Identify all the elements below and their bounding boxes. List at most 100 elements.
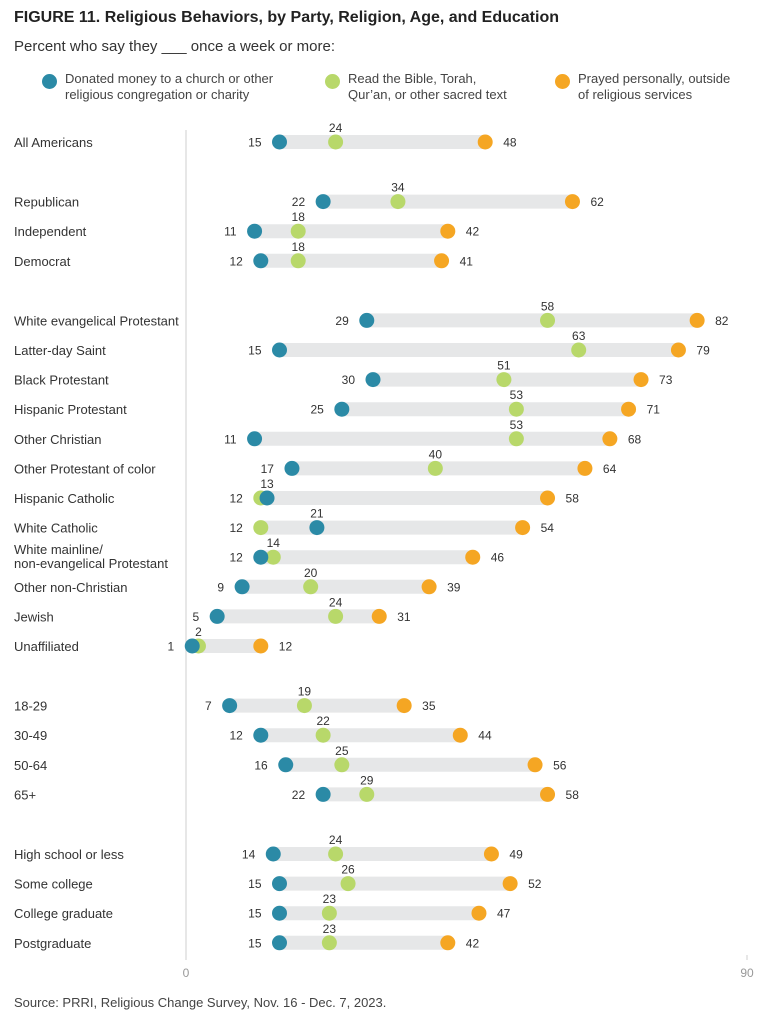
value-label-max: 48 — [503, 136, 517, 150]
point-donated — [272, 905, 287, 921]
value-label-max: 46 — [491, 551, 505, 565]
value-label-max: 44 — [478, 729, 492, 743]
value-label-mid: 22 — [316, 714, 330, 728]
category-label: Democrat — [14, 254, 71, 269]
legend-label-read: Read the Bible, Torah, Qur’an, or other … — [348, 71, 507, 103]
value-label-mid: 18 — [292, 240, 306, 254]
legend-label-donated: Donated money to a church or other relig… — [65, 71, 273, 103]
value-label-min: 22 — [292, 195, 306, 209]
value-label-max: 41 — [460, 254, 474, 268]
value-label-min: 12 — [229, 254, 243, 268]
category-label: 30-49 — [14, 728, 47, 743]
point-prayed — [483, 846, 499, 862]
point-prayed — [477, 134, 493, 150]
point-prayed — [471, 905, 487, 921]
value-label-max: 58 — [566, 492, 580, 506]
value-label-max: 42 — [466, 936, 480, 950]
value-label-mid: 18 — [292, 210, 306, 224]
x-tick-label: 90 — [740, 966, 754, 980]
value-label-min: 12 — [229, 492, 243, 506]
value-label-min: 17 — [261, 462, 275, 476]
point-donated — [315, 194, 331, 210]
point-donated — [278, 757, 294, 773]
value-label-mid: 14 — [267, 536, 281, 550]
category-label: Some college — [14, 877, 93, 892]
value-label-min: 30 — [342, 373, 356, 387]
point-prayed — [577, 460, 593, 476]
value-label-mid: 19 — [298, 685, 312, 699]
value-label-mid: 25 — [335, 744, 349, 758]
value-label-min: 15 — [248, 344, 262, 358]
value-label-mid: 24 — [329, 121, 343, 135]
value-label-max: 62 — [590, 195, 604, 209]
value-label-min: 15 — [248, 877, 262, 891]
value-label-mid: 26 — [341, 863, 355, 877]
point-donated — [334, 401, 350, 417]
chart-subtitle: Percent who say they ___ once a week or … — [14, 38, 336, 55]
category-label: Jewish — [14, 609, 54, 624]
value-label-min: 15 — [248, 907, 262, 921]
value-label-mid: 21 — [310, 507, 324, 521]
value-label-mid: 24 — [329, 833, 343, 847]
legend-label-read-line2: Qur’an, or other sacred text — [348, 87, 507, 102]
value-label-min: 1 — [168, 640, 175, 654]
point-donated — [234, 579, 250, 595]
point-read — [328, 608, 344, 624]
value-label-min: 14 — [242, 848, 256, 862]
point-prayed — [602, 431, 618, 447]
point-donated — [272, 935, 287, 951]
value-label-mid: 58 — [541, 299, 555, 313]
point-read — [328, 134, 344, 150]
value-label-max: 64 — [603, 462, 617, 476]
point-donated — [253, 727, 269, 743]
point-prayed — [540, 490, 556, 506]
point-read — [321, 905, 337, 921]
category-label: 65+ — [14, 787, 36, 802]
legend-label-prayed-line1: Prayed personally, outside — [578, 71, 731, 86]
category-label: Postgraduate — [14, 936, 91, 951]
point-prayed — [396, 698, 412, 714]
point-donated — [284, 460, 300, 476]
point-donated — [359, 312, 375, 328]
point-prayed — [253, 638, 269, 654]
value-label-min: 25 — [310, 403, 324, 417]
category-label: White evangelical Protestant — [14, 313, 179, 328]
value-label-mid: 24 — [329, 595, 343, 609]
point-read — [496, 372, 512, 388]
value-label-mid: 29 — [360, 773, 374, 787]
value-label-max: 54 — [541, 521, 555, 535]
point-read — [508, 401, 524, 417]
point-read — [328, 846, 344, 862]
chart-title: FIGURE 11. Religious Behaviors, by Party… — [14, 9, 559, 26]
category-label: Other Protestant of color — [14, 461, 156, 476]
point-prayed — [540, 786, 556, 802]
point-read — [321, 935, 337, 951]
point-prayed — [440, 935, 456, 951]
category-label: Other non-Christian — [14, 580, 127, 595]
value-label-max: 12 — [279, 640, 293, 654]
value-label-max: 56 — [553, 758, 567, 772]
legend-label-prayed-line2: of religious services — [578, 87, 693, 102]
value-label-min: 12 — [229, 551, 243, 565]
category-label: 18-29 — [14, 699, 47, 714]
point-prayed — [633, 372, 649, 388]
value-label-max: 73 — [659, 373, 673, 387]
point-read — [427, 460, 443, 476]
point-prayed — [621, 401, 637, 417]
value-label-min: 15 — [248, 136, 262, 150]
value-label-min: 7 — [205, 699, 212, 713]
category-label: Unaffiliated — [14, 639, 79, 654]
value-label-mid: 40 — [429, 447, 443, 461]
point-prayed — [564, 194, 580, 210]
point-donated — [365, 372, 381, 388]
value-label-mid: 34 — [391, 181, 405, 195]
point-read — [340, 876, 356, 892]
point-donated — [309, 520, 325, 536]
point-donated — [253, 549, 269, 565]
point-donated — [259, 490, 275, 506]
category-label: non-evangelical Protestant — [14, 556, 168, 571]
legend-label-donated-line1: Donated money to a church or other — [65, 71, 274, 86]
value-label-mid: 23 — [323, 892, 337, 906]
value-label-mid: 53 — [510, 418, 524, 432]
